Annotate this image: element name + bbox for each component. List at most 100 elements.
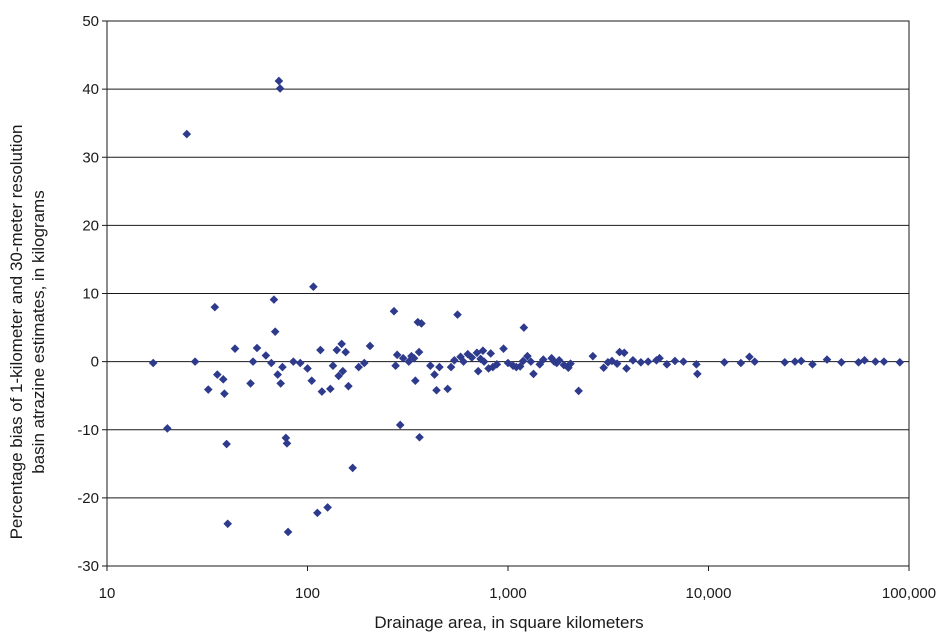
data-point (210, 302, 220, 312)
data-point (252, 343, 262, 353)
data-point (303, 364, 312, 373)
data-point (307, 376, 317, 385)
data-point (267, 358, 276, 368)
data-point (655, 353, 664, 363)
data-point (780, 358, 790, 367)
y-tick-label: 30 (82, 149, 99, 166)
data-point (148, 358, 158, 368)
y-tick-label: 20 (82, 217, 99, 234)
data-point (338, 366, 348, 376)
data-point (274, 76, 284, 86)
data-point (879, 357, 889, 366)
data-point (467, 353, 477, 362)
data-point (289, 357, 298, 366)
data-point (341, 347, 350, 357)
data-point (261, 351, 271, 360)
data-point (499, 344, 508, 353)
data-point (628, 355, 638, 365)
data-point (316, 345, 325, 355)
x-axis-title: Drainage area, in square kilometers (374, 613, 643, 632)
data-point (636, 358, 646, 367)
data-point (837, 358, 846, 367)
data-point (670, 356, 680, 366)
data-point (473, 366, 483, 376)
data-point (720, 358, 729, 367)
data-point (526, 357, 536, 366)
data-point (679, 357, 688, 366)
y-tick-label: -30 (77, 558, 99, 575)
data-point (643, 357, 653, 366)
data-point (365, 341, 375, 351)
data-point (515, 362, 525, 371)
data-point (282, 439, 292, 448)
data-point (459, 357, 468, 366)
y-tick-label: 10 (82, 286, 99, 303)
data-point (203, 385, 213, 394)
data-point (354, 362, 363, 372)
data-point (218, 375, 228, 384)
data-point (450, 355, 459, 365)
data-point (588, 351, 598, 361)
data-point (344, 381, 353, 391)
data-point (332, 345, 342, 355)
data-point (599, 363, 608, 373)
data-point (426, 361, 435, 371)
data-point (278, 362, 287, 372)
data-point (453, 310, 462, 319)
data-point (360, 358, 369, 368)
data-point (622, 364, 631, 373)
data-point (603, 358, 613, 367)
data-point (407, 351, 416, 361)
x-tick-label: 1,000 (489, 585, 527, 602)
data-point (554, 355, 564, 365)
y-axis-title-line2: basin atrazine estimates, in kilograms (29, 190, 48, 473)
y-tick-label: 40 (82, 81, 99, 98)
data-point (398, 353, 408, 363)
data-point (348, 463, 357, 473)
data-point (270, 327, 280, 336)
data-point (281, 433, 291, 443)
data-point (392, 350, 402, 360)
data-point (607, 356, 617, 366)
data-point (395, 420, 405, 430)
data-point (574, 386, 583, 396)
data-point (295, 358, 305, 368)
data-point (276, 379, 285, 388)
data-point (430, 370, 439, 379)
data-point (190, 357, 200, 366)
x-tick-label: 10 (99, 585, 116, 602)
data-point (871, 357, 880, 366)
y-tick-label: 0 (91, 354, 99, 371)
x-tick-label: 100,000 (882, 585, 936, 602)
data-point (435, 362, 444, 372)
data-point (391, 361, 400, 371)
data-point (486, 349, 496, 358)
data-point (619, 348, 629, 358)
data-point (612, 359, 622, 368)
data-point (478, 346, 488, 356)
data-point (822, 355, 832, 364)
data-point (275, 84, 285, 93)
gridlines (102, 20, 910, 571)
data-point (334, 371, 343, 381)
data-point (539, 355, 548, 364)
data-points (148, 76, 905, 537)
data-point (163, 424, 172, 433)
x-tick-labels: 10 100 1,000 10,000 100,000 (99, 585, 936, 602)
data-point (566, 359, 575, 368)
data-point (488, 362, 498, 372)
data-point (519, 323, 529, 332)
data-point (328, 361, 338, 371)
data-point (895, 358, 905, 367)
data-point (692, 360, 701, 369)
data-point (492, 360, 502, 369)
data-point (246, 379, 255, 388)
data-point (432, 385, 441, 395)
data-point (248, 357, 258, 366)
data-point (323, 503, 332, 512)
data-point (415, 432, 424, 442)
data-point (736, 358, 746, 368)
data-point (518, 356, 528, 366)
plot-area-frame (106, 20, 910, 567)
